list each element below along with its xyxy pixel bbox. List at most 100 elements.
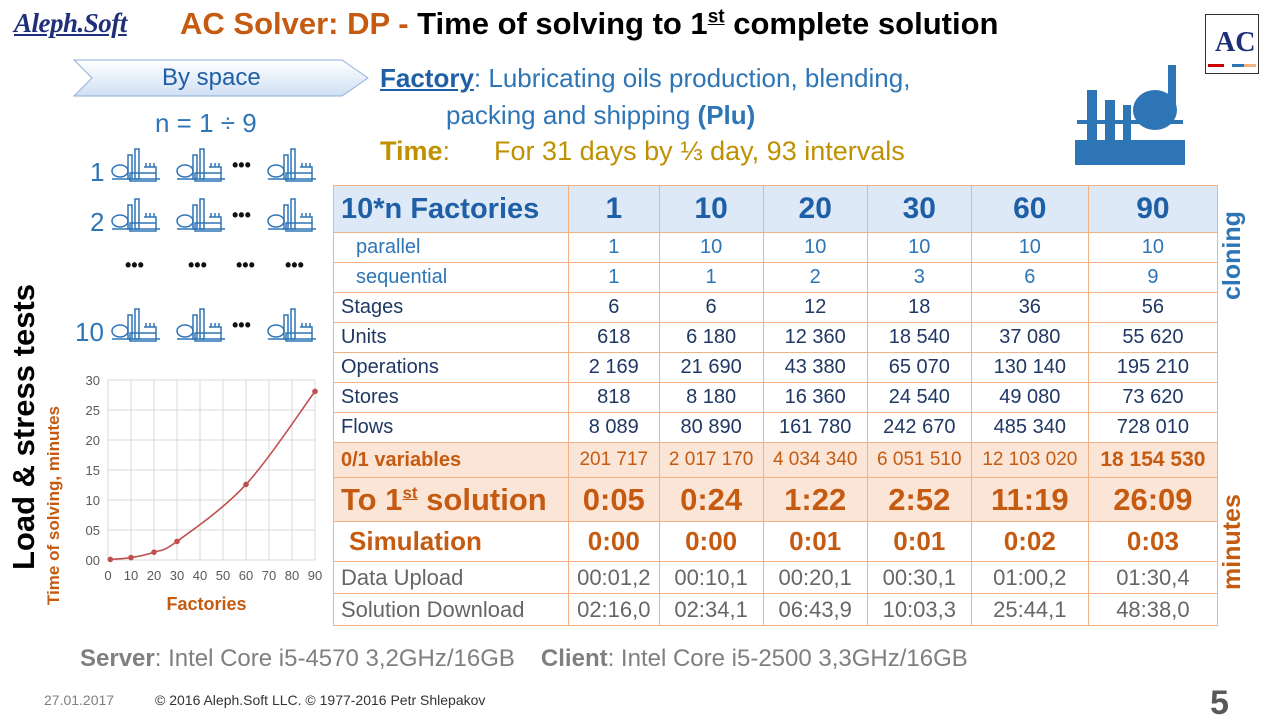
y-tick-label: 15 <box>86 463 100 478</box>
table-cell: 11:19 <box>970 477 1089 522</box>
table-cell: 90 <box>1087 185 1219 233</box>
factory-line2: packing and shipping <box>446 100 698 130</box>
ellipsis: ••• <box>285 255 304 275</box>
series-line <box>110 390 316 561</box>
table-cell: 18 154 530 <box>1087 442 1219 478</box>
table-cell: 16 360 <box>762 382 868 413</box>
table-cell: 02:34,1 <box>658 593 764 626</box>
x-tick-label: 70 <box>262 568 276 583</box>
factory-icon <box>111 308 160 342</box>
table-cell: 65 070 <box>866 352 972 383</box>
table-cell: 10 <box>658 232 764 263</box>
table-cell: 0:00 <box>568 521 660 562</box>
table-cell: 201 717 <box>568 442 660 478</box>
factory-description: Factory: Lubricating oils production, bl… <box>380 60 910 134</box>
x-tick-label: 20 <box>147 568 161 583</box>
table-cell: 4 034 340 <box>762 442 868 478</box>
table-cell: 1 <box>568 185 660 233</box>
x-tick-label: 40 <box>193 568 207 583</box>
row-label: sequential <box>333 262 569 293</box>
x-tick-label: 0 <box>104 568 111 583</box>
table-cell: 6 <box>970 262 1089 293</box>
factory-row-label: 10 <box>75 317 104 347</box>
table-cell: 10:03,3 <box>866 593 972 626</box>
ac-logo-text: AC <box>1215 27 1256 58</box>
table-cell: 2 017 170 <box>658 442 764 478</box>
table-cell: 00:10,1 <box>658 561 764 594</box>
table-cell: 55 620 <box>1087 322 1219 353</box>
table-cell: 3 <box>866 262 972 293</box>
table-cell: 00:20,1 <box>762 561 868 594</box>
x-tick-label: 10 <box>124 568 138 583</box>
slide-title: AC Solver: DP - Time of solving to 1st c… <box>180 6 998 42</box>
row-label: parallel <box>333 232 569 263</box>
title-suffix: complete solution <box>724 6 999 41</box>
table-cell: 49 080 <box>970 382 1089 413</box>
table-cell: 01:30,4 <box>1087 561 1219 594</box>
title-prefix: AC Solver: DP - <box>180 6 418 41</box>
x-tick-label: 90 <box>308 568 322 583</box>
x-tick-label: 80 <box>285 568 299 583</box>
by-space-label: By space <box>162 64 261 91</box>
data-point <box>128 554 134 561</box>
table-cell: 20 <box>762 185 868 233</box>
table-cell: 10 <box>970 232 1089 263</box>
data-point <box>312 388 318 395</box>
table-cell: 10 <box>658 185 764 233</box>
ac-logo: AC <box>1205 14 1259 74</box>
table-cell: 36 <box>970 292 1089 323</box>
factory-icon <box>267 308 316 342</box>
table-cell: 6 <box>568 292 660 323</box>
factory-row-label: 2 <box>90 207 105 237</box>
table-cell: 43 380 <box>762 352 868 383</box>
table-row: Stages 6 6 12 18 36 56 <box>333 292 1219 323</box>
table-cell: 2 169 <box>568 352 660 383</box>
table-cell: 1 <box>568 232 660 263</box>
row-label: Units <box>333 322 569 353</box>
x-tick-label: 60 <box>239 568 253 583</box>
factory-key: Factory <box>380 63 474 93</box>
row-label: 0/1 variables <box>333 442 569 478</box>
data-point <box>174 538 180 545</box>
x-tick-label: 50 <box>216 568 230 583</box>
table-cell: 10 <box>762 232 868 263</box>
row-label: Data Upload <box>333 561 569 594</box>
table-row: Solution Download 02:16,0 02:34,1 06:43,9 10… <box>333 593 1219 626</box>
table-cell: 728 010 <box>1087 412 1219 443</box>
table-cell: 21 690 <box>658 352 764 383</box>
table-cell: 18 540 <box>866 322 972 353</box>
chart-x-label: Factories <box>166 594 246 614</box>
table-cell: 0:01 <box>762 521 868 562</box>
ellipsis: ••• <box>232 155 251 175</box>
table-cell: 37 080 <box>970 322 1089 353</box>
row-label: 10*n Factories <box>333 185 569 233</box>
ellipsis: ••• <box>236 255 255 275</box>
time-text: For 31 days by ⅓ day, 93 intervals <box>494 136 905 166</box>
table-cell: 818 <box>568 382 660 413</box>
table-cell: 25:44,1 <box>970 593 1089 626</box>
copyright: © 2016 Aleph.Soft LLC. © 1977-2016 Petr … <box>155 692 486 708</box>
table-row: Operations 2 169 21 690 43 380 65 070 130 140… <box>333 352 1219 383</box>
table-cell: 12 <box>762 292 868 323</box>
factory-icon <box>267 198 316 232</box>
table-cell: 2 <box>762 262 868 293</box>
table-cell: 6 051 510 <box>866 442 972 478</box>
minutes-label: minutes <box>1218 494 1246 590</box>
table-cell: 1:22 <box>762 477 868 522</box>
row-label: Stores <box>333 382 569 413</box>
row-label: Solution Download <box>333 593 569 626</box>
server-key: Server <box>80 645 155 672</box>
table-cell: 1 <box>568 262 660 293</box>
y-tick-label: 00 <box>86 553 100 568</box>
slide-date: 27.01.2017 <box>44 692 115 708</box>
row-label: To 1st solution <box>333 477 569 522</box>
factory-icon <box>176 148 225 182</box>
row-label: Stages <box>333 292 569 323</box>
table-cell: 1 <box>658 262 764 293</box>
y-tick-label: 20 <box>86 433 100 448</box>
table-cell: 9 <box>1087 262 1219 293</box>
data-point <box>107 556 114 563</box>
table-cell: 161 780 <box>762 412 868 443</box>
table-cell: 0:02 <box>970 521 1089 562</box>
row-label: Operations <box>333 352 569 383</box>
